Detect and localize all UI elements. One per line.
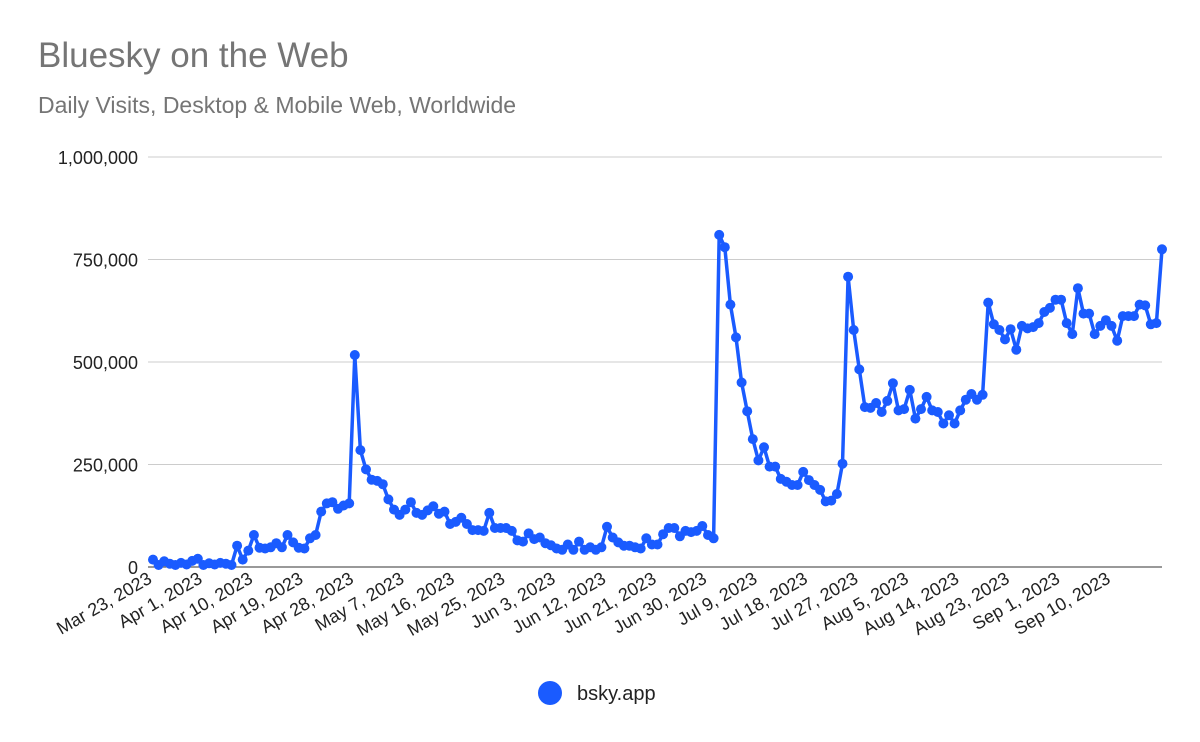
data-point xyxy=(1011,344,1022,355)
data-point xyxy=(232,540,243,551)
data-point xyxy=(1067,329,1078,340)
data-point xyxy=(506,525,517,536)
data-point xyxy=(742,406,753,417)
data-point xyxy=(871,398,882,408)
data-point xyxy=(602,521,612,532)
y-tick-label: 0 xyxy=(128,558,138,578)
data-point xyxy=(327,497,338,508)
data-point xyxy=(568,544,579,555)
data-point xyxy=(383,494,394,505)
data-point xyxy=(237,554,248,565)
data-point xyxy=(910,413,921,424)
data-point xyxy=(377,479,388,490)
data-point xyxy=(574,536,584,547)
legend-label: bsky.app xyxy=(577,683,656,705)
data-point xyxy=(1056,294,1067,305)
data-point xyxy=(1106,320,1117,331)
data-point xyxy=(1151,318,1162,329)
data-point xyxy=(248,530,259,540)
data-point xyxy=(731,332,741,343)
data-point xyxy=(798,466,809,477)
data-point xyxy=(932,407,943,417)
data-point xyxy=(792,480,803,490)
data-point xyxy=(887,378,898,389)
legend-marker xyxy=(538,681,562,705)
data-point xyxy=(1129,311,1139,322)
data-point xyxy=(904,384,915,395)
data-point xyxy=(831,489,842,499)
data-point xyxy=(815,484,826,495)
data-point xyxy=(949,418,960,429)
data-point xyxy=(708,533,719,544)
data-point xyxy=(725,299,736,310)
y-tick-label: 750,000 xyxy=(73,251,138,271)
data-point xyxy=(876,407,887,417)
data-point xyxy=(310,530,321,540)
data-point xyxy=(1084,308,1095,319)
data-point xyxy=(276,542,287,553)
data-point xyxy=(1005,324,1016,335)
series-line xyxy=(151,233,1164,567)
data-point xyxy=(635,543,646,554)
data-point xyxy=(1033,318,1044,329)
data-point xyxy=(361,464,371,475)
data-point xyxy=(697,521,708,531)
data-point xyxy=(882,395,893,406)
data-point xyxy=(400,504,411,515)
data-point xyxy=(405,497,416,508)
data-point xyxy=(837,458,848,469)
data-point xyxy=(652,539,663,550)
data-point xyxy=(1140,300,1151,311)
data-point xyxy=(977,389,988,400)
data-point xyxy=(349,350,360,360)
data-point xyxy=(843,271,854,282)
data-point xyxy=(983,297,994,308)
data-point xyxy=(759,442,769,453)
data-point xyxy=(747,434,758,445)
data-point xyxy=(921,391,932,402)
data-point xyxy=(282,530,293,540)
data-point xyxy=(518,536,528,547)
data-point xyxy=(899,404,910,415)
data-point xyxy=(1157,244,1167,255)
data-point xyxy=(1061,318,1072,329)
data-point xyxy=(439,506,450,517)
data-point xyxy=(1112,335,1123,346)
data-point xyxy=(226,560,237,570)
data-point xyxy=(316,506,327,517)
data-point xyxy=(826,495,837,506)
data-point xyxy=(753,455,764,466)
y-tick-label: 250,000 xyxy=(73,456,138,476)
chart-title: Bluesky on the Web xyxy=(38,36,349,75)
data-point xyxy=(848,325,859,335)
chart-subtitle: Daily Visits, Desktop & Mobile Web, Worl… xyxy=(38,92,517,118)
data-point xyxy=(770,461,781,472)
data-point xyxy=(719,242,730,253)
data-point xyxy=(484,507,495,518)
data-point xyxy=(1044,302,1055,313)
y-tick-label: 1,000,000 xyxy=(58,148,138,168)
data-point xyxy=(1000,334,1010,345)
data-point xyxy=(938,418,949,429)
data-point xyxy=(596,542,607,553)
data-point xyxy=(243,545,254,556)
data-point xyxy=(994,325,1005,335)
data-point xyxy=(955,405,966,416)
data-point xyxy=(669,523,680,533)
data-point xyxy=(916,404,926,415)
data-point xyxy=(944,410,954,421)
data-point xyxy=(344,498,355,509)
data-point xyxy=(1089,329,1100,340)
y-tick-label: 500,000 xyxy=(73,353,138,373)
data-point xyxy=(736,377,747,388)
data-point xyxy=(299,543,310,554)
data-point xyxy=(854,364,865,375)
data-point xyxy=(478,525,489,536)
data-point xyxy=(355,445,366,456)
data-point xyxy=(1072,283,1083,294)
data-point xyxy=(714,229,725,240)
data-point xyxy=(428,501,439,512)
